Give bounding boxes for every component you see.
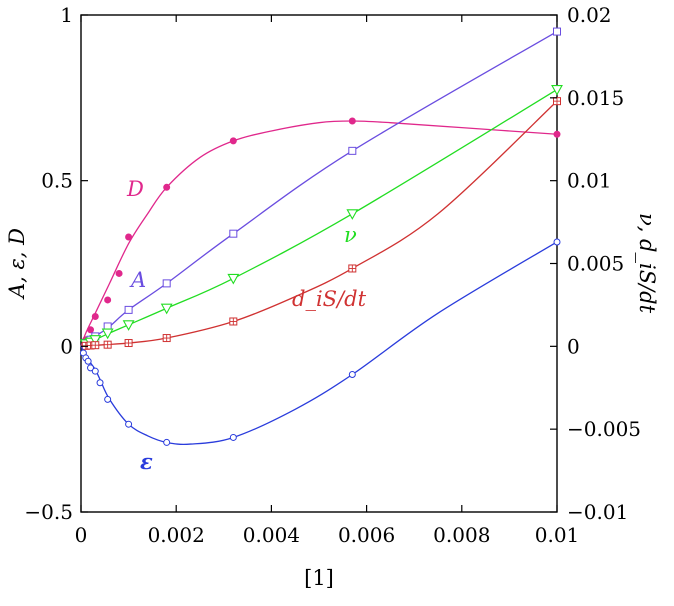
data-point: [553, 130, 561, 138]
data-point: [91, 313, 99, 321]
y-right-tick-label: −0.005: [567, 417, 641, 441]
x-tick-label: 0.002: [148, 523, 205, 547]
data-point: [122, 320, 135, 331]
y-right-tick-label: 0.01: [567, 169, 612, 193]
data-point: [104, 395, 112, 403]
data-point: [348, 264, 357, 273]
data-point: [229, 229, 238, 238]
data-point: [553, 97, 561, 106]
x-axis-title: [1]: [304, 566, 334, 590]
data-point: [227, 273, 240, 285]
data-point: [87, 326, 95, 334]
data-point: [89, 335, 102, 346]
y-left-tick-label: 0.5: [41, 169, 73, 193]
data-point: [104, 296, 112, 304]
data-point: [115, 269, 123, 277]
x-tick-label: 0.006: [338, 523, 395, 547]
y-right-tick-label: 0.005: [567, 252, 624, 276]
y-right-tick-label: 0.015: [567, 86, 624, 110]
x-tick-label: 0.004: [243, 523, 300, 547]
data-point: [229, 433, 237, 441]
label-D: D: [126, 177, 144, 201]
label-nu: ν: [344, 223, 357, 247]
series-line: [80, 241, 558, 446]
data-point: [124, 305, 133, 314]
data-point: [346, 209, 359, 220]
data-point: [229, 317, 238, 326]
x-tick-label: 0.008: [433, 523, 490, 547]
label-diS: d_iS/dt: [292, 287, 367, 311]
data-point: [553, 238, 561, 246]
data-point: [125, 233, 133, 241]
data-point: [124, 339, 133, 348]
series-layer: [79, 27, 563, 446]
data-point: [348, 370, 356, 378]
tick-layer: 0 0.002 0.004 0.006 0.008 0.01−0.500.51−0.01−…: [24, 3, 641, 547]
data-point: [162, 334, 171, 343]
data-point: [101, 328, 114, 340]
data-point: [348, 117, 356, 125]
y-left-tick-label: 0: [60, 334, 73, 358]
data-point: [163, 438, 171, 446]
series-line: [80, 120, 558, 347]
y-left-tick-label: 1: [60, 3, 73, 27]
data-point: [87, 364, 95, 372]
series-3: [80, 97, 561, 350]
data-point: [162, 279, 171, 288]
data-point: [103, 340, 112, 349]
data-point: [553, 27, 561, 36]
label-eps: ε: [140, 449, 153, 474]
x-tick-label: 0.01: [535, 523, 580, 547]
data-point: [91, 367, 99, 375]
data-point: [125, 420, 133, 428]
left-y-axis-title: A, ε, D: [5, 228, 29, 300]
y-right-tick-label: 0.02: [567, 3, 612, 27]
data-point: [551, 85, 563, 96]
data-point: [229, 137, 237, 145]
y-right-tick-label: −0.01: [567, 500, 628, 524]
data-point: [163, 183, 171, 191]
label-A: A: [129, 268, 146, 292]
data-point: [348, 146, 357, 155]
y-right-tick-label: 0: [567, 334, 580, 358]
data-point: [91, 341, 100, 350]
x-tick-label: 0: [75, 523, 88, 547]
right-y-axis-title: ν, d_iS/dt: [635, 213, 659, 314]
data-point: [160, 303, 173, 315]
series-line: [80, 31, 558, 347]
series-line: [80, 100, 558, 347]
data-point: [84, 357, 92, 365]
data-point: [96, 379, 104, 387]
y-left-tick-label: −0.5: [24, 500, 73, 524]
series-4: [79, 238, 561, 446]
